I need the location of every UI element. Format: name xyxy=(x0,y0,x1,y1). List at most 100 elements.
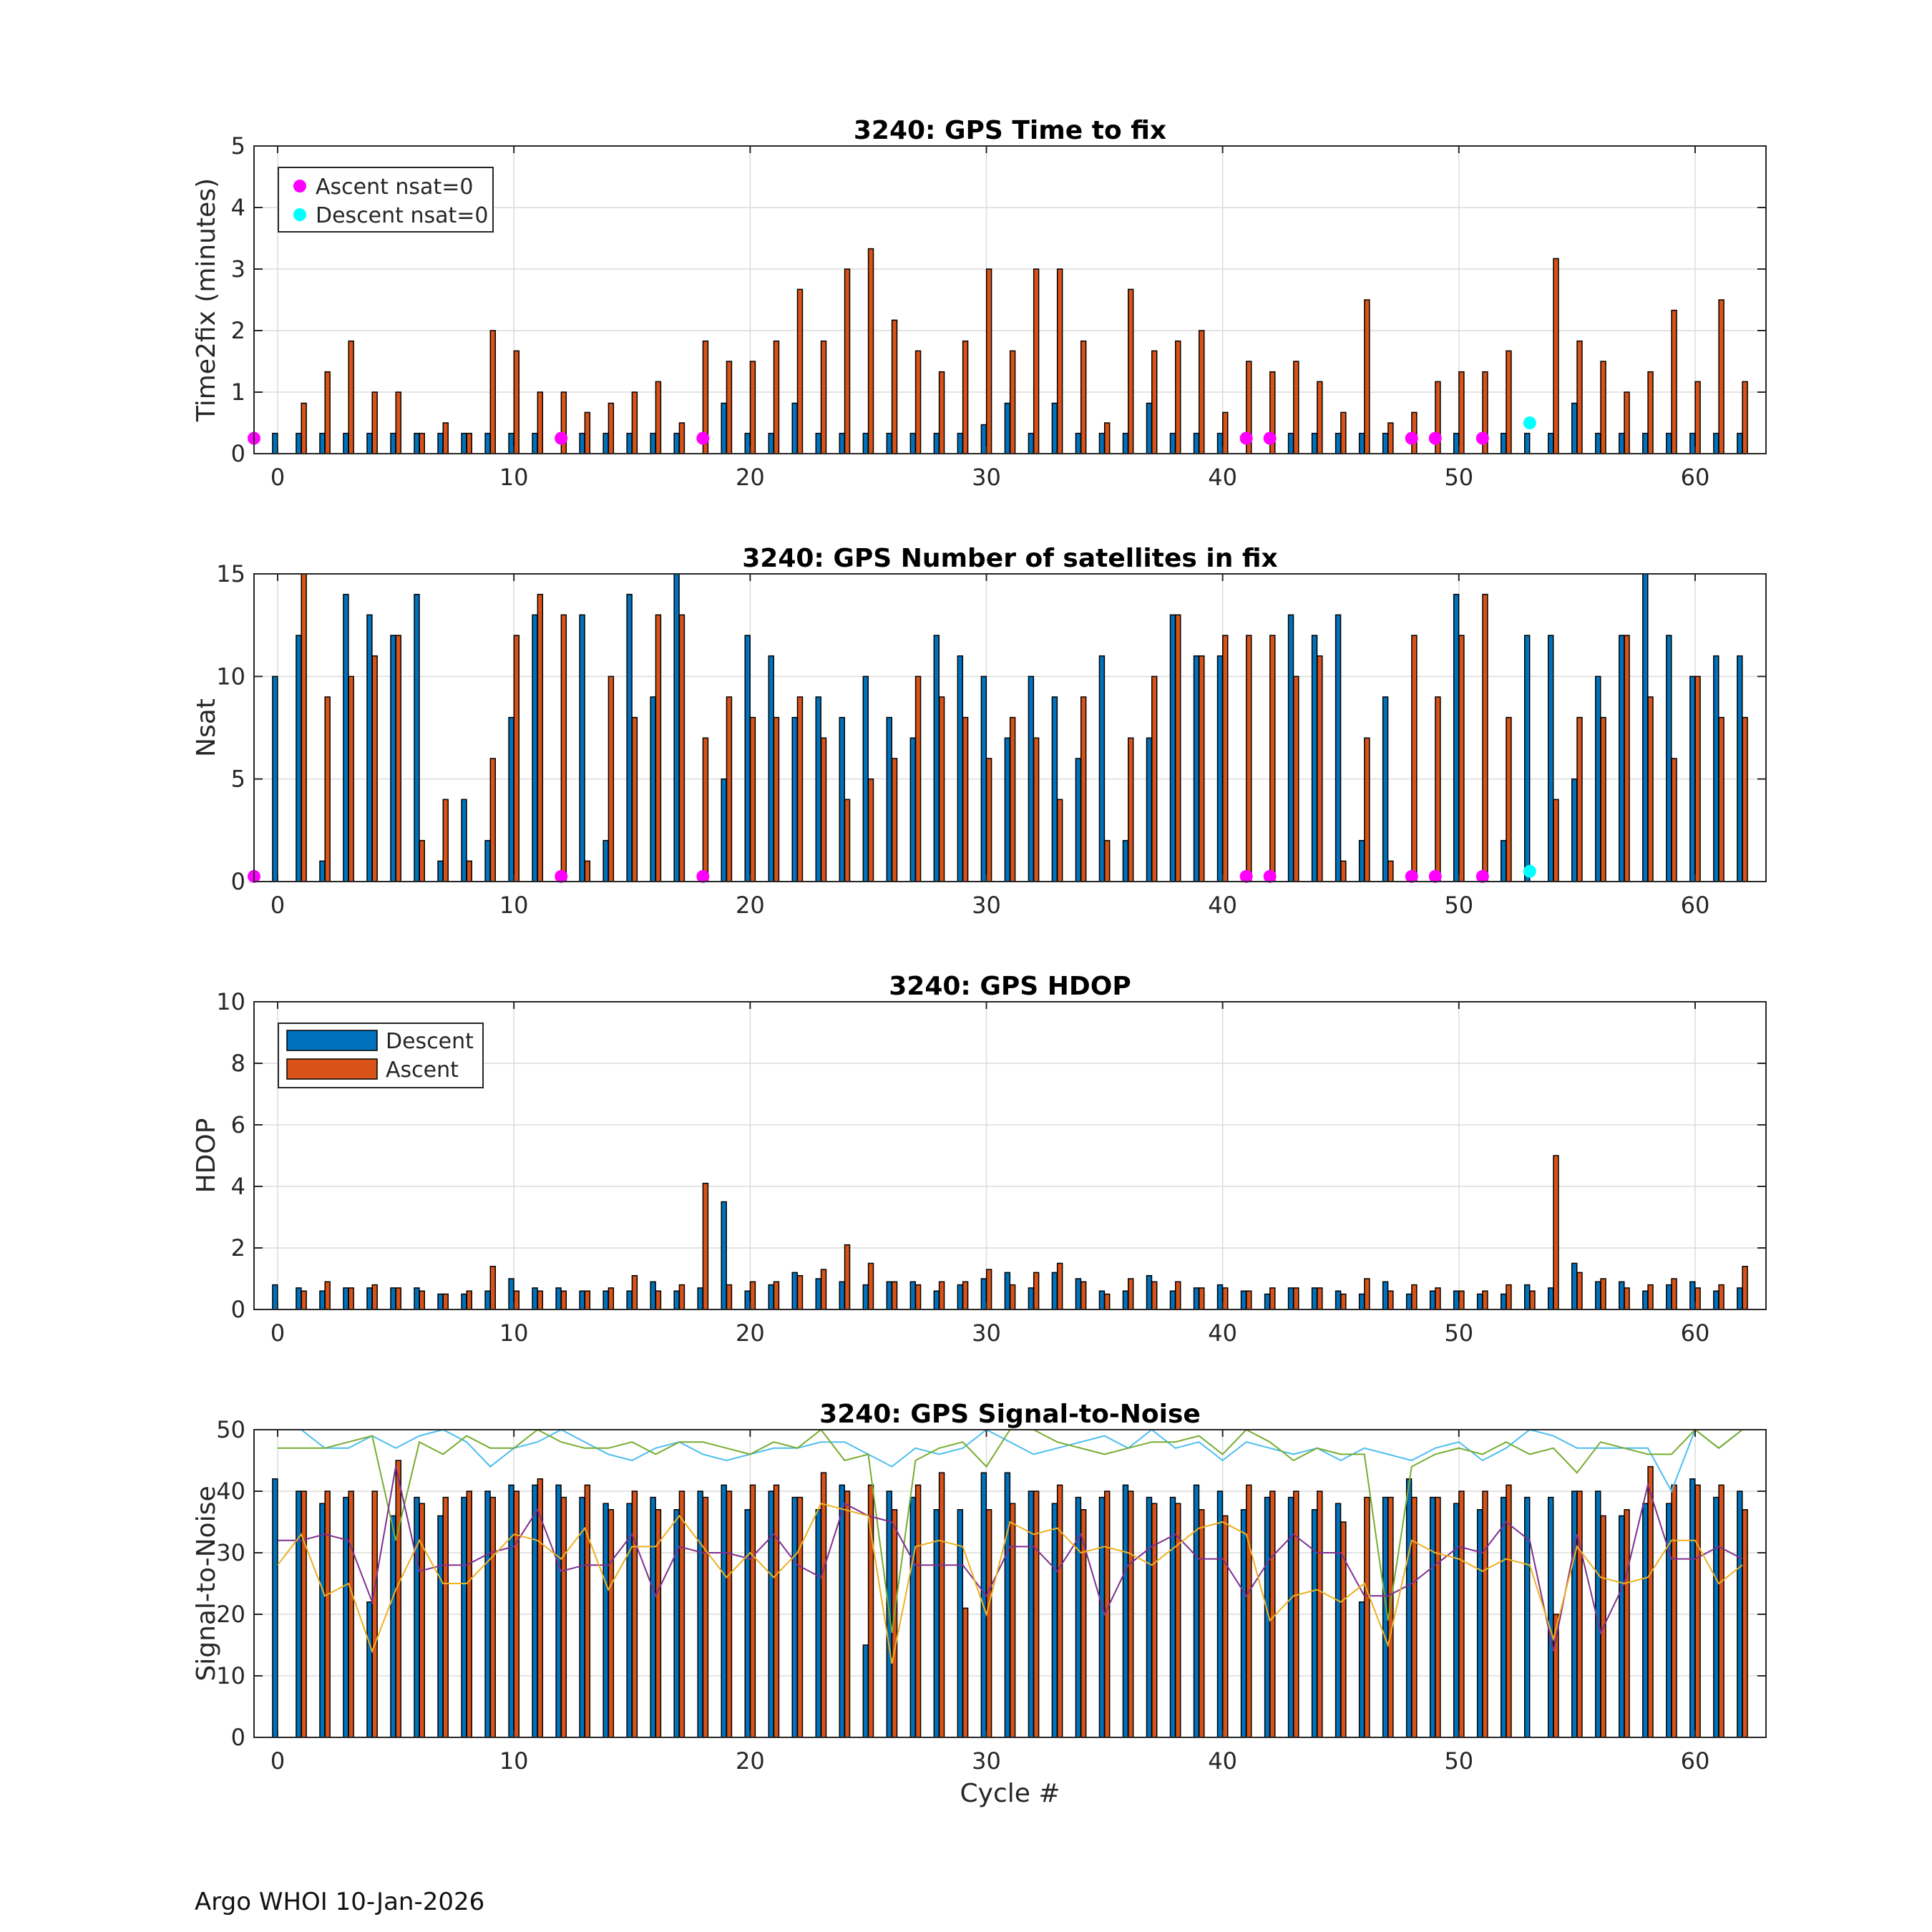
bar-ascent xyxy=(749,361,756,454)
bar-ascent xyxy=(419,432,425,454)
bar-ascent xyxy=(1340,1293,1347,1310)
bar-descent xyxy=(886,432,893,454)
bar-descent xyxy=(1689,675,1696,882)
bar-ascent xyxy=(1151,1503,1158,1738)
bar-ascent xyxy=(537,1290,544,1310)
bar-descent xyxy=(933,635,940,882)
bar-ascent xyxy=(466,432,472,454)
bar-ascent xyxy=(1317,655,1323,882)
y-tick-label: 8 xyxy=(231,1050,245,1077)
bar-ascent xyxy=(914,350,922,454)
bar-descent xyxy=(673,1290,680,1310)
bar-ascent xyxy=(1458,1491,1465,1738)
bar-ascent xyxy=(631,716,638,882)
bar-ascent xyxy=(749,1281,756,1310)
bar-ascent xyxy=(1317,1491,1323,1738)
bar-descent xyxy=(414,1287,420,1310)
bar-ascent xyxy=(820,1269,827,1310)
bar-ascent xyxy=(1411,635,1418,882)
bar-ascent xyxy=(962,716,969,882)
bar-ascent xyxy=(726,696,733,882)
bar-descent xyxy=(1146,737,1153,882)
bar-ascent xyxy=(1624,1287,1630,1310)
bar-ascent xyxy=(631,1491,638,1738)
bar-ascent xyxy=(1742,716,1748,882)
bar-descent xyxy=(461,1496,467,1738)
bar-ascent xyxy=(1033,1272,1040,1310)
bar-ascent xyxy=(1576,1272,1583,1310)
bar-ascent xyxy=(513,350,520,454)
bar-descent xyxy=(1619,1281,1625,1310)
bar-descent xyxy=(579,614,585,882)
bar-ascent xyxy=(1411,1284,1418,1310)
bar-descent xyxy=(390,432,396,454)
bar-descent xyxy=(1666,1503,1672,1738)
bar-ascent xyxy=(537,391,544,454)
bar-descent xyxy=(1335,432,1342,454)
bar-descent xyxy=(579,1290,585,1310)
bar-ascent xyxy=(1151,350,1158,454)
x-tick-label: 20 xyxy=(736,1319,765,1347)
bar-descent xyxy=(886,716,893,882)
bar-descent xyxy=(366,1287,373,1310)
bar-descent xyxy=(1287,614,1294,882)
bar-descent xyxy=(626,432,633,454)
bar-descent xyxy=(602,432,609,454)
bar-ascent xyxy=(1506,716,1512,882)
bar-descent xyxy=(1500,432,1507,454)
bar-ascent xyxy=(1482,1290,1488,1310)
chart-nsat: 0 10 20 30 40 50 60 0 5 10 15 3240: GPS Number of s… xyxy=(192,544,1767,919)
bar-descent xyxy=(1737,432,1743,454)
bar-ascent xyxy=(1624,635,1630,882)
bar-descent xyxy=(1500,1496,1507,1738)
bar-ascent xyxy=(938,371,945,454)
bar-ascent xyxy=(844,1491,851,1738)
bar-ascent xyxy=(796,288,804,454)
x-axis-label: Cycle # xyxy=(960,1779,1060,1808)
bar-descent xyxy=(815,432,821,454)
bar-ascent xyxy=(1222,411,1229,454)
bar-ascent xyxy=(1458,1290,1465,1310)
bar-ascent xyxy=(1482,593,1488,882)
bar-ascent xyxy=(726,361,733,454)
bar-ascent xyxy=(371,1284,378,1310)
x-tick-label: 60 xyxy=(1681,464,1710,491)
bar-descent xyxy=(650,1496,656,1738)
marker-ascent-nsat-0 xyxy=(1475,431,1489,445)
bar-descent xyxy=(532,1484,538,1738)
bar-descent xyxy=(957,1509,964,1738)
bar-descent xyxy=(1382,1281,1389,1310)
x-tick-label: 50 xyxy=(1444,1319,1473,1347)
bar-ascent xyxy=(395,1287,401,1310)
bar-ascent xyxy=(844,268,851,454)
bar-ascent xyxy=(1103,1293,1111,1310)
bar-descent xyxy=(1453,593,1460,882)
bar-ascent xyxy=(1600,361,1606,454)
bar-ascent xyxy=(1080,1281,1087,1310)
bar-ascent xyxy=(702,1182,709,1310)
bar-descent xyxy=(532,614,538,882)
bar-ascent xyxy=(1127,737,1134,882)
bar-descent xyxy=(1075,758,1082,882)
bar-ascent xyxy=(1056,799,1063,882)
bar-ascent xyxy=(773,1484,780,1738)
bar-ascent xyxy=(1411,1496,1418,1738)
bar-descent xyxy=(1453,432,1460,454)
marker-ascent-nsat-0 xyxy=(696,869,710,883)
y-tick-label: 5 xyxy=(231,766,245,793)
bar-ascent xyxy=(938,1472,945,1738)
bar-descent xyxy=(1075,432,1082,454)
bar-ascent xyxy=(442,1496,449,1738)
bar-ascent xyxy=(1718,716,1724,882)
bar-ascent xyxy=(985,758,992,882)
y-tick-label: 6 xyxy=(231,1111,245,1138)
bar-ascent xyxy=(1694,1287,1701,1310)
bar-descent xyxy=(1523,635,1531,882)
y-tick-label: 0 xyxy=(231,440,245,467)
bar-descent xyxy=(1713,655,1719,882)
y-tick-label: 50 xyxy=(216,1416,245,1443)
bar-ascent xyxy=(1600,1278,1606,1310)
bar-ascent xyxy=(820,340,827,454)
bar-descent xyxy=(673,573,680,882)
bar-descent xyxy=(366,432,373,454)
